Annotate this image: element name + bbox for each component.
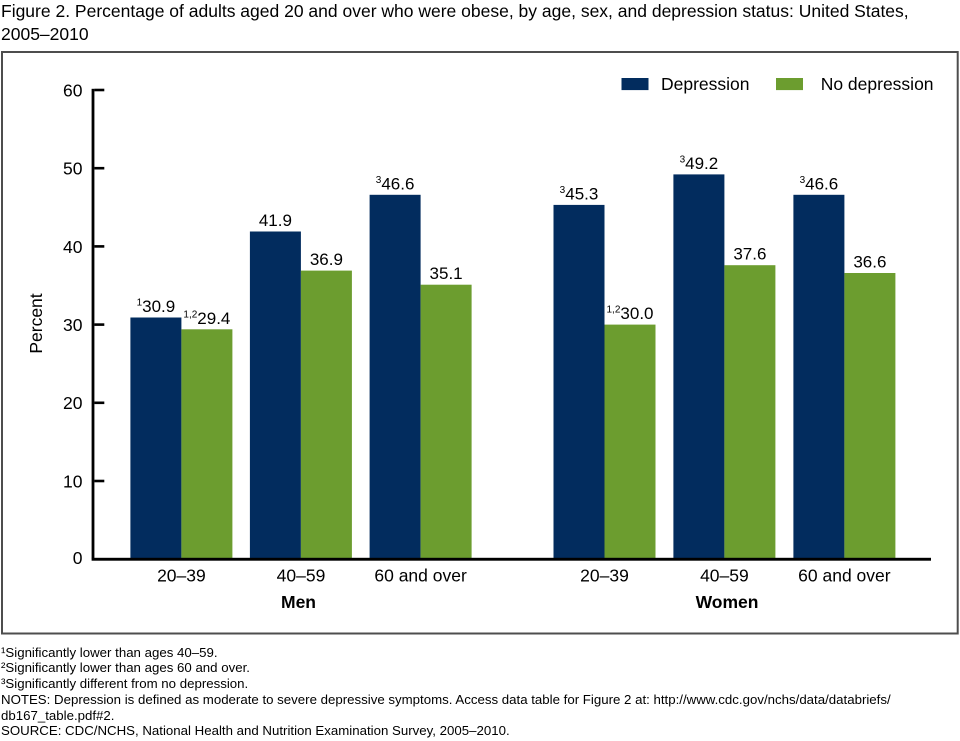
- svg-text:Men: Men: [281, 592, 316, 612]
- svg-text:40–59: 40–59: [700, 565, 749, 585]
- svg-text:349.2: 349.2: [680, 154, 719, 173]
- svg-text:60: 60: [63, 80, 83, 100]
- svg-text:37.6: 37.6: [733, 245, 766, 264]
- svg-text:Women: Women: [696, 592, 759, 612]
- svg-text:30: 30: [63, 315, 83, 335]
- svg-text:Depression: Depression: [661, 74, 750, 94]
- svg-text:130.9: 130.9: [137, 297, 176, 316]
- svg-text:346.6: 346.6: [376, 174, 415, 193]
- svg-text:345.3: 345.3: [560, 184, 599, 203]
- svg-text:1,229.4: 1,229.4: [183, 309, 230, 328]
- svg-text:Percent: Percent: [26, 293, 46, 353]
- svg-text:40–59: 40–59: [277, 565, 326, 585]
- svg-text:20: 20: [63, 393, 83, 413]
- svg-text:20–39: 20–39: [580, 565, 629, 585]
- svg-text:346.6: 346.6: [800, 174, 839, 193]
- svg-text:50: 50: [63, 159, 83, 179]
- svg-text:60 and over: 60 and over: [798, 565, 891, 585]
- svg-text:36.6: 36.6: [853, 253, 886, 272]
- svg-text:35.1: 35.1: [430, 264, 463, 283]
- svg-text:0: 0: [73, 548, 83, 568]
- svg-text:41.9: 41.9: [259, 211, 292, 230]
- svg-text:40: 40: [63, 237, 83, 257]
- svg-text:1,230.0: 1,230.0: [607, 304, 654, 323]
- svg-text:60 and over: 60 and over: [374, 565, 467, 585]
- svg-text:10: 10: [63, 471, 83, 491]
- svg-text:No depression: No depression: [821, 74, 934, 94]
- svg-text:20–39: 20–39: [157, 565, 206, 585]
- svg-text:36.9: 36.9: [310, 250, 343, 269]
